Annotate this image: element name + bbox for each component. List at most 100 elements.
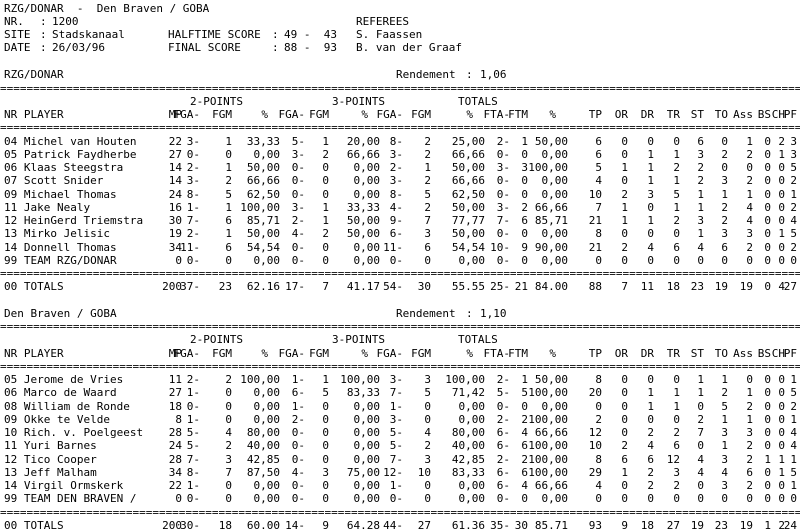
stat-cell: 0 <box>721 161 728 174</box>
stat-cell: 8- <box>186 188 200 201</box>
column-group-header-row: 2-POINTS 3-POINTS TOTALS <box>0 95 800 108</box>
stat-cell: 27 <box>666 519 680 532</box>
stat-cell: 0 <box>764 174 771 187</box>
player-name: 06 Klaas Steegstra <box>4 161 124 174</box>
stat-cell: 34 <box>168 241 182 254</box>
stat-cell: 0 <box>673 413 680 426</box>
stat-cell: 100,00 <box>528 453 568 466</box>
stat-cell: 21 <box>588 214 602 227</box>
stat-cell: 0 <box>764 479 771 492</box>
stat-cell: 54,54 <box>451 241 485 254</box>
stat-cell: 0 <box>746 492 753 505</box>
stat-cell: 9 <box>322 519 329 532</box>
stat-cell: 2 <box>673 161 680 174</box>
player-name: 09 Okke te Velde <box>4 413 110 426</box>
stat-cell: 50,00 <box>451 161 485 174</box>
stat-cell: 27 <box>783 280 797 293</box>
stat-cell: 0 <box>621 148 628 161</box>
stat-cell: 1 <box>647 174 654 187</box>
stat-cell: 0 <box>764 373 771 386</box>
column-header: FTM <box>508 347 528 360</box>
stat-cell: 1 <box>322 135 329 148</box>
stat-cell: 4- <box>291 466 305 479</box>
stat-cell: 5 <box>424 188 431 201</box>
match-number-label: NR. <box>4 15 24 28</box>
stat-cell: 20,00 <box>346 135 380 148</box>
stat-cell: 62,50 <box>451 188 485 201</box>
stat-cell: 19 <box>168 227 182 240</box>
stat-cell: 23 <box>690 280 704 293</box>
stat-cell: 1 <box>647 214 654 227</box>
stat-cell: 2 <box>521 453 528 466</box>
stat-cell: 2 <box>790 174 797 187</box>
stat-cell: 9 <box>621 519 628 532</box>
stat-cell: 1 <box>621 161 628 174</box>
stat-cell: 11 <box>168 373 182 386</box>
stat-cell: 5 <box>424 386 431 399</box>
stat-cell: 1 <box>790 373 797 386</box>
column-header: TP <box>588 347 602 360</box>
stat-cell: 0 <box>521 227 528 240</box>
stat-cell: 5- <box>186 439 200 452</box>
stat-cell: 10 <box>417 466 431 479</box>
stat-cell: 11 <box>640 280 654 293</box>
stat-cell: 1 <box>424 161 431 174</box>
stat-cell: 1 <box>225 227 232 240</box>
stat-cell: 0 <box>764 439 771 452</box>
stat-cell: 0 <box>322 453 329 466</box>
column-header: DR <box>640 347 654 360</box>
stat-cell: 10 <box>588 188 602 201</box>
column-header: FGM <box>212 108 232 121</box>
stat-cell: 85,71 <box>246 214 280 227</box>
match-number-line: NR. : 1200 REFEREES <box>0 15 800 28</box>
table-row: 07 Scott Snider 14 3- 2 66,66 0- 0 0,00 3- 2 66,66… <box>0 174 800 187</box>
stat-cell: 1 <box>778 466 785 479</box>
stat-cell: 2 <box>721 386 728 399</box>
stat-cell: 2 <box>424 201 431 214</box>
stat-cell: 10- <box>490 241 510 254</box>
stat-cell: 30- <box>180 519 200 532</box>
stat-cell: 12 <box>666 453 680 466</box>
column-header: BS <box>757 108 771 121</box>
column-header: % <box>549 347 556 360</box>
stat-cell: 0 <box>778 400 785 413</box>
stat-cell: 7 <box>424 214 431 227</box>
stat-cell: 0,00 <box>353 254 381 267</box>
stat-cell: 3 <box>790 148 797 161</box>
date-value: 26/03/96 <box>52 41 105 54</box>
stat-cell: 83,33 <box>346 386 380 399</box>
stat-cell: 0,00 <box>253 386 281 399</box>
stat-cell: 2 <box>647 479 654 492</box>
column-header: ST <box>690 108 704 121</box>
stat-cell: 0,00 <box>541 400 569 413</box>
stat-cell: 0,00 <box>253 492 281 505</box>
stat-cell: 3- <box>291 148 305 161</box>
stat-cell: 9- <box>389 214 403 227</box>
stat-cell: 5 <box>790 227 797 240</box>
stat-cell: 3- <box>186 174 200 187</box>
stat-cell: 0 <box>746 161 753 174</box>
stat-cell: 16 <box>168 201 182 214</box>
column-group-header-row: 2-POINTS 3-POINTS TOTALS <box>0 333 800 346</box>
stat-cell: 2 <box>424 135 431 148</box>
stat-cell: 1 <box>697 373 704 386</box>
stat-cell: 0- <box>291 174 305 187</box>
stat-cell: 0 <box>778 386 785 399</box>
stat-cell: 27 <box>168 386 182 399</box>
stat-cell: 93 <box>588 519 602 532</box>
stat-cell: 0 <box>764 400 771 413</box>
stat-cell: 1 <box>778 227 785 240</box>
stat-cell: 4- <box>291 227 305 240</box>
stat-cell: 5 <box>595 161 602 174</box>
stat-cell: 1 <box>790 453 797 466</box>
stat-cell: 20 <box>588 386 602 399</box>
stat-cell: 6 <box>521 214 528 227</box>
stat-cell: 0 <box>621 254 628 267</box>
stat-cell: 6 <box>721 241 728 254</box>
stat-cell: 0 <box>778 174 785 187</box>
stat-cell: 0 <box>225 386 232 399</box>
stat-cell: 2 <box>721 214 728 227</box>
stat-cell: 1 <box>225 201 232 214</box>
stat-cell: 75,00 <box>346 466 380 479</box>
